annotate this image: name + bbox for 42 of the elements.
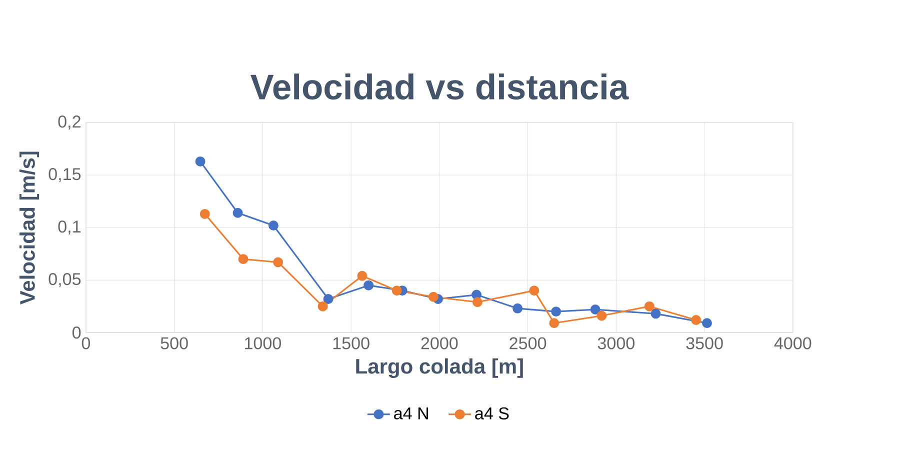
x-tick-label: 2500 xyxy=(510,337,546,350)
point xyxy=(512,304,523,314)
point xyxy=(268,220,278,231)
point xyxy=(590,304,600,315)
point xyxy=(195,156,206,167)
chart-title: Velocidad vs distancia xyxy=(250,74,629,100)
x-tick-label: 0 xyxy=(82,337,90,350)
point xyxy=(238,254,248,264)
x-tick-label: 1000 xyxy=(244,337,282,350)
legend-label: a4 S xyxy=(475,407,509,420)
point xyxy=(644,301,654,312)
point xyxy=(428,292,438,302)
point xyxy=(549,318,560,328)
point xyxy=(650,308,661,319)
point xyxy=(596,310,607,321)
x-tick-label: 1500 xyxy=(333,337,370,350)
point xyxy=(702,318,712,328)
x-tick-label: 3500 xyxy=(686,337,723,350)
point xyxy=(472,297,482,308)
point xyxy=(357,270,368,281)
y-tick-label: 0 xyxy=(72,326,81,339)
x-tick-label: 4000 xyxy=(774,337,812,350)
point xyxy=(323,294,334,304)
x-tick-label: 3000 xyxy=(598,337,634,350)
point xyxy=(529,286,540,296)
y-tick-label: 0,2 xyxy=(58,116,80,130)
point xyxy=(551,306,562,317)
y-axis-title: Velocidad [m/s] xyxy=(19,152,40,305)
point xyxy=(691,315,702,326)
point xyxy=(364,280,374,290)
y-tick-label: 0,05 xyxy=(48,273,81,288)
point xyxy=(273,257,284,268)
x-axis-title: Largo colada [m] xyxy=(356,358,523,378)
y-tick-label: 0,1 xyxy=(58,220,80,235)
point xyxy=(392,286,402,296)
legend-label: a4 N xyxy=(394,408,428,420)
x-tick-label: 2000 xyxy=(421,337,458,350)
y-tick-label: 0,15 xyxy=(48,168,81,182)
point xyxy=(200,209,210,220)
point xyxy=(232,208,243,218)
x-tick-label: 500 xyxy=(160,337,188,350)
point xyxy=(318,301,328,312)
